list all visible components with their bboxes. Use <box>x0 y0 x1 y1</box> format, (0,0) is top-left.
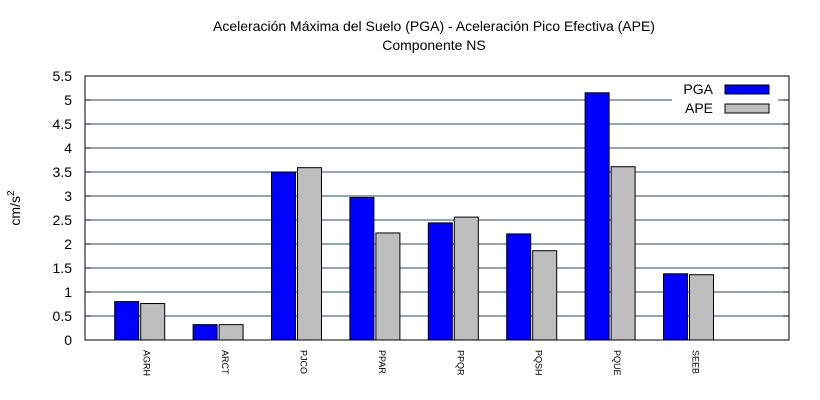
bar-pga-seeb <box>663 273 688 341</box>
y-tick-label: 2 <box>64 236 72 252</box>
legend-label-pga: PGA <box>683 81 713 97</box>
legend-swatch-pga <box>724 84 770 95</box>
bar-ape-arct <box>218 324 244 341</box>
y-tick-label: 4 <box>64 140 72 156</box>
y-tick-label: 5.5 <box>53 68 73 84</box>
bar-ape-seeb <box>689 274 714 341</box>
bar-pga-arct <box>192 324 218 341</box>
x-axis-ticks: AGRH ARCT PJCO PPAR PPQR PQSH PQUE SEEB <box>142 350 701 376</box>
y-tick-label: 0.5 <box>53 308 73 324</box>
y-tick-label: 5 <box>64 92 72 108</box>
bars <box>114 92 714 341</box>
y-tick-label: 2.5 <box>53 212 73 228</box>
svg-text:cm/s2: cm/s2 <box>6 190 23 226</box>
bar-ape-ppqr <box>453 216 479 341</box>
bar-ape-agrh <box>140 303 166 341</box>
y-tick-label: 0 <box>64 332 72 348</box>
x-tick-label: PPAR <box>377 350 387 374</box>
bar-pga-pque <box>584 92 610 341</box>
bar-ape-pqsh <box>532 250 558 341</box>
bar-pga-pjco <box>271 171 296 341</box>
x-tick-label: PQSH <box>534 350 544 376</box>
grid-lines <box>85 99 789 317</box>
bar-pga-ppar <box>349 196 375 341</box>
y-tick-label: 4.5 <box>53 116 73 132</box>
plot-frame <box>84 75 790 341</box>
bar-ape-pque <box>610 166 636 341</box>
chart-subtitle: Componente NS <box>382 37 486 53</box>
x-tick-label: ARCT <box>220 350 230 375</box>
chart-title: Aceleración Máxima del Suelo (PGA) - Ace… <box>213 18 655 34</box>
x-tick-label: PQUE <box>612 350 622 376</box>
y-axis-label-text: cm/s <box>7 196 23 226</box>
bar-pga-ppqr <box>427 222 453 341</box>
bar-pga-pqsh <box>506 233 532 341</box>
x-tick-label: AGRH <box>142 350 152 376</box>
x-tick-label: PPQR <box>455 350 465 376</box>
y-tick-label: 3.5 <box>53 164 73 180</box>
legend: PGA APE <box>672 78 778 118</box>
bar-ape-pjco <box>297 167 322 341</box>
y-tick-label: 1.5 <box>53 260 73 276</box>
y-tick-label: 3 <box>64 188 72 204</box>
x-tick-label: SEEB <box>691 350 701 374</box>
legend-swatch-ape <box>724 103 770 114</box>
y-tick-label: 1 <box>64 284 72 300</box>
y-axis-ticks: 0 0.5 1 1.5 2 2.5 3 3.5 4 4.5 5 5.5 <box>53 68 789 348</box>
legend-label-ape: APE <box>685 100 713 116</box>
y-axis-label: cm/s2 <box>6 190 23 226</box>
y-axis-label-superscript: 2 <box>6 190 17 196</box>
x-tick-label: PJCO <box>299 350 309 374</box>
bar-pga-agrh <box>114 301 140 341</box>
bar-ape-ppar <box>375 232 401 341</box>
